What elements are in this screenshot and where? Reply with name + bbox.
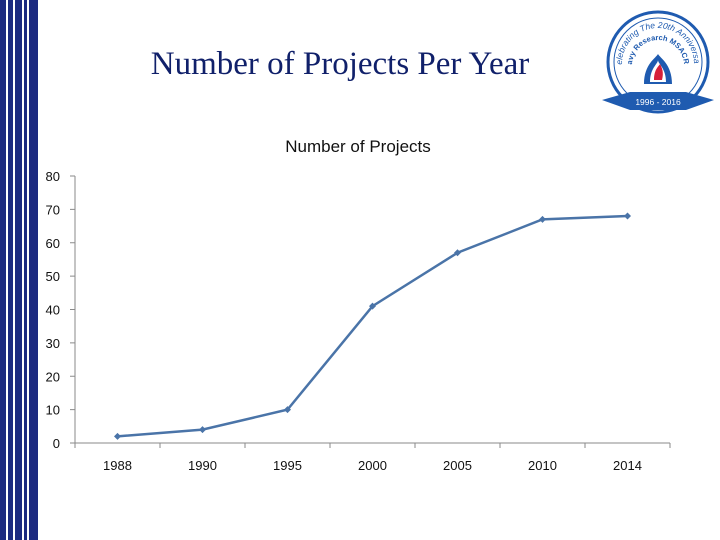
y-tick-label: 0	[53, 436, 60, 451]
logo-emblem-icon	[644, 54, 672, 84]
y-tick-label: 60	[46, 236, 60, 251]
y-tick-label: 20	[46, 369, 60, 384]
x-tick-label: 2005	[443, 458, 472, 473]
line-chart: Number of Projects 0 10 20 30 40 50 60 70 80 198…	[46, 137, 671, 473]
y-tick-label: 30	[46, 336, 60, 351]
x-tick-label: 1988	[103, 458, 132, 473]
data-point	[624, 212, 631, 220]
x-tick-label: 1990	[188, 458, 217, 473]
left-sidebar-bar	[0, 0, 38, 540]
data-point	[369, 302, 376, 310]
y-tick-label: 40	[46, 303, 60, 318]
chart-title: Number of Projects	[285, 137, 431, 156]
series-line	[117, 214, 628, 438]
data-point	[199, 426, 206, 434]
y-tick-label: 10	[46, 403, 60, 418]
anniversary-logo: Celebrating The 20th Anniversary Navy Re…	[600, 4, 714, 114]
data-point	[454, 249, 461, 257]
y-tick-label: 80	[46, 169, 60, 184]
x-tick-label: 2000	[358, 458, 387, 473]
data-point	[539, 215, 546, 223]
y-tick-label: 70	[46, 202, 60, 217]
y-tick-label: 50	[46, 269, 60, 284]
x-tick-label: 1995	[273, 458, 302, 473]
data-point	[284, 406, 291, 414]
slide-title: Number of Projects Per Year	[150, 46, 530, 82]
logo-years-text: 1996 - 2016	[635, 97, 681, 107]
x-tick-label: 2010	[528, 458, 557, 473]
data-point	[114, 432, 121, 440]
x-tick-label: 2014	[613, 458, 642, 473]
